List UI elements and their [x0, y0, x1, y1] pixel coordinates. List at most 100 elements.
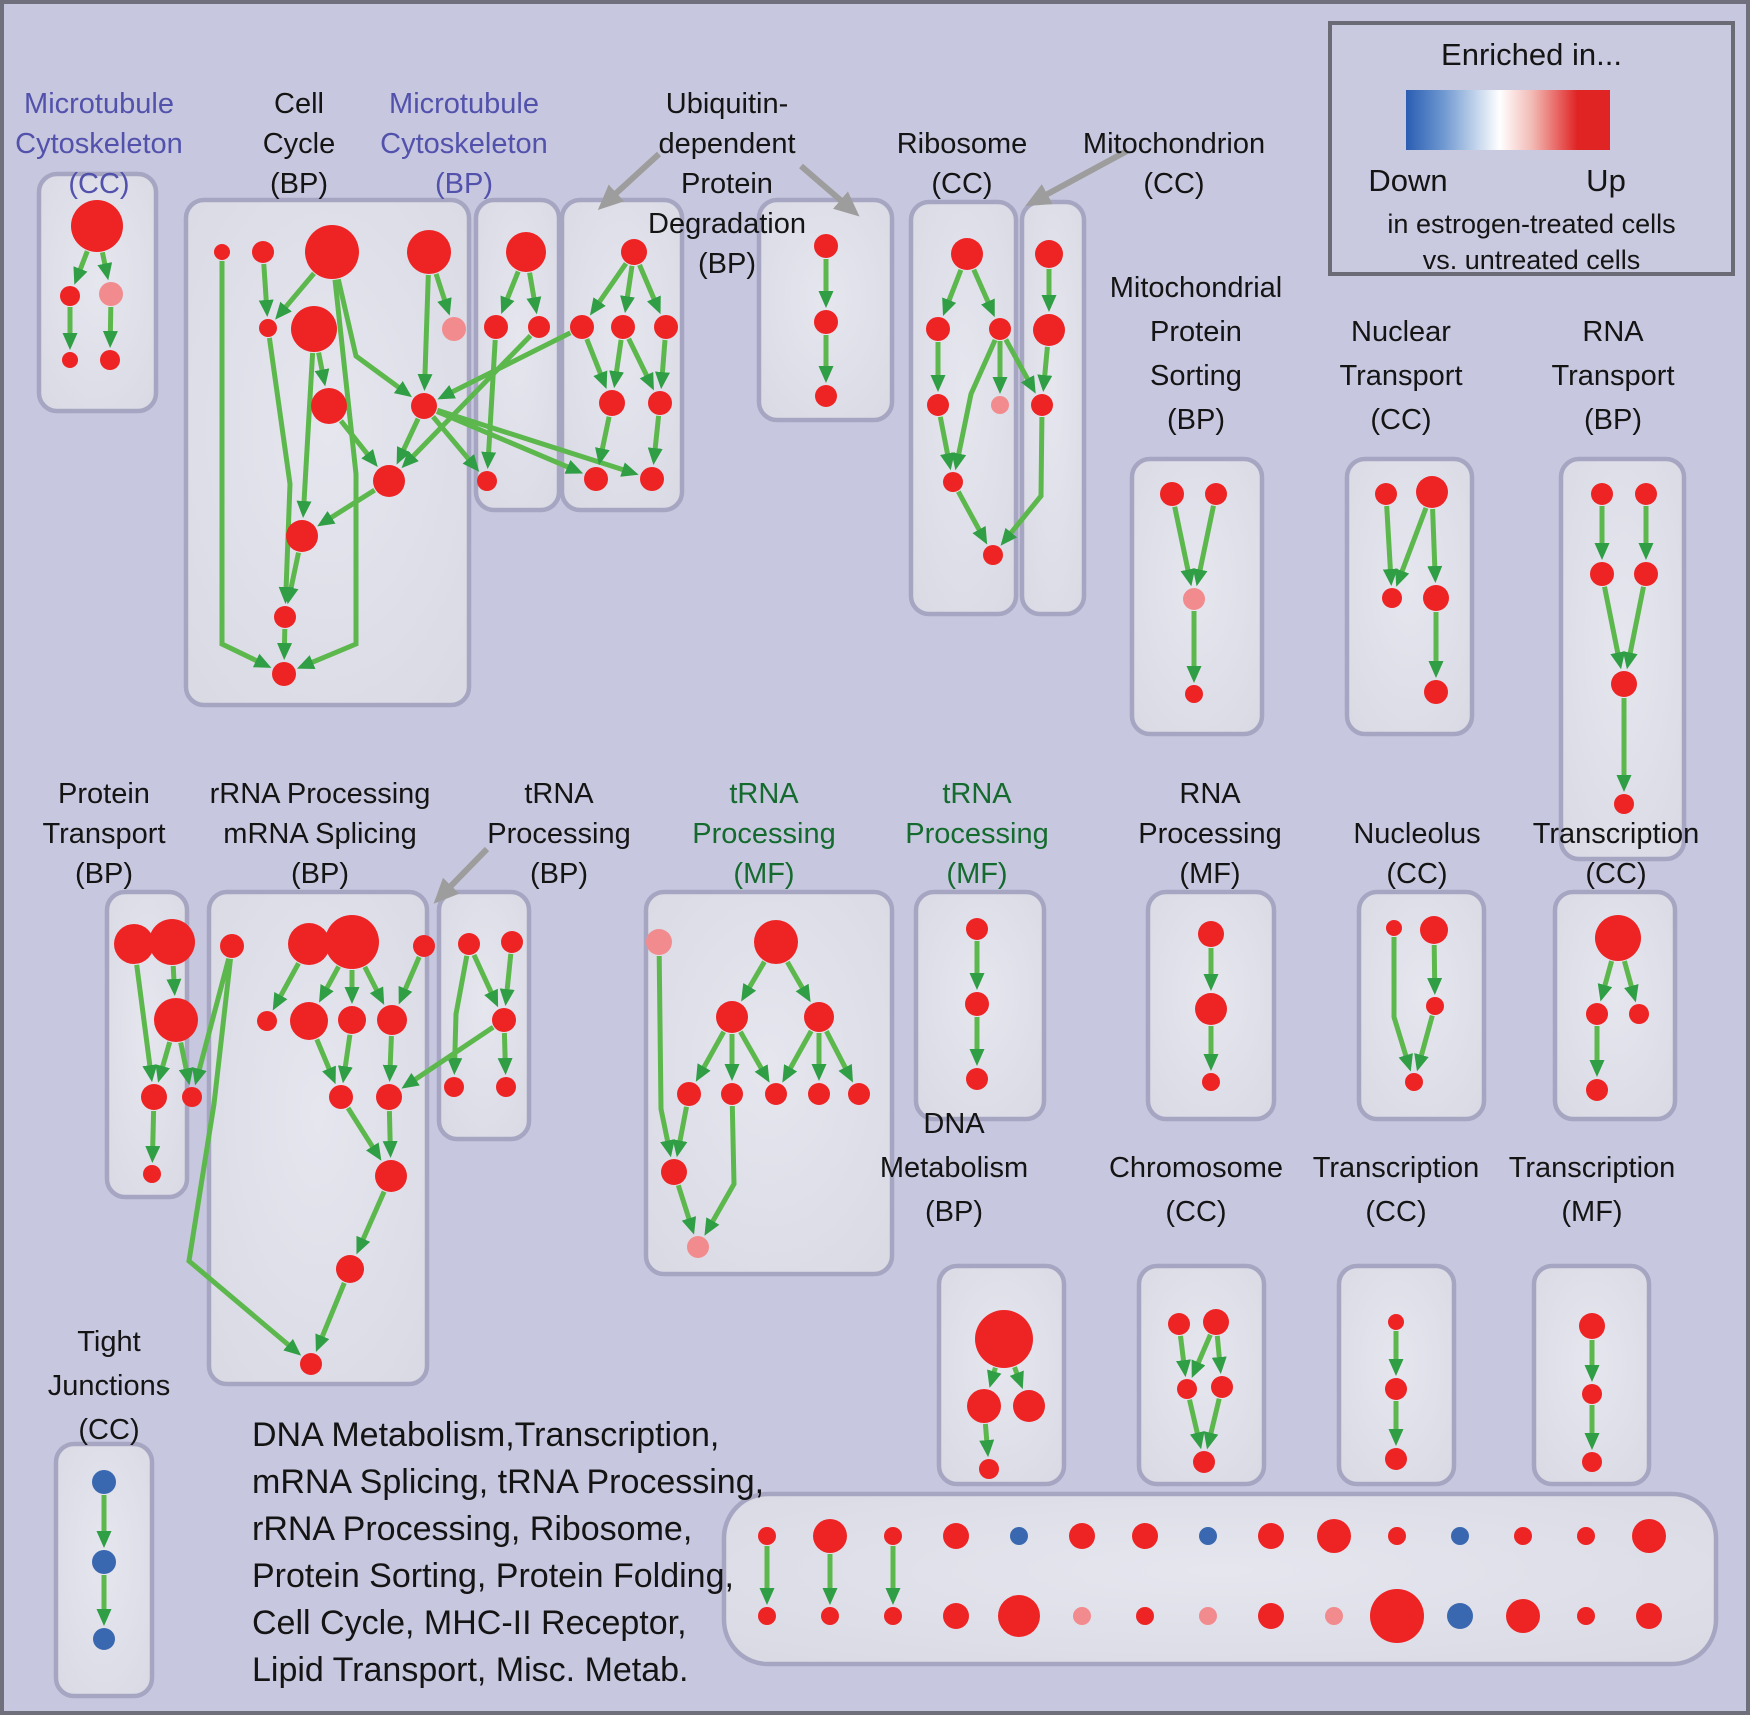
go-term-node-pink [687, 1236, 709, 1258]
cluster-label-line: Nucleolus [1353, 818, 1481, 850]
go-edge-arrow [1602, 586, 1626, 670]
go-term-node-pink [1325, 1607, 1343, 1625]
go-term-node-red [71, 200, 123, 252]
go-edge-arrow [1211, 1335, 1227, 1375]
go-term-node-red [648, 391, 672, 415]
go-term-node-red [1317, 1519, 1351, 1553]
cluster-box-microtubule-cytoskeleton-cc [36, 171, 159, 414]
go-edge-arrow [620, 265, 635, 314]
go-term-node-red [259, 319, 277, 337]
go-edge-arrow [335, 278, 412, 398]
cluster-label-line: Transport [1551, 360, 1675, 392]
go-edge-arrow [145, 1110, 161, 1163]
go-term-node-red [1586, 1079, 1608, 1101]
cluster-label-line: Transport [1339, 360, 1463, 392]
go-term-node-red [311, 388, 347, 424]
cluster-label-line: (MF) [946, 858, 1008, 890]
go-term-node-red [257, 1011, 277, 1031]
go-term-node-red [1385, 1378, 1407, 1400]
go-edge-arrow [417, 274, 433, 391]
go-edge-arrow [942, 268, 964, 316]
go-edge-arrow [824, 1030, 853, 1083]
go-term-node-red [1385, 1448, 1407, 1470]
go-term-node-red [291, 306, 337, 352]
go-edge-arrow [526, 272, 542, 315]
go-term-node-red [143, 1165, 161, 1183]
go-term-node-red [373, 465, 405, 497]
go-term-node-red [1506, 1599, 1540, 1633]
go-edge-arrow [971, 268, 995, 318]
cluster-label-0: Microtubule Cytoskeleton (CC) [15, 84, 183, 204]
go-term-node-red [1013, 1390, 1045, 1422]
go-edge-arrow [1000, 416, 1045, 546]
go-term-node-blue [92, 1470, 116, 1494]
cluster-label-line: Transcription [1312, 1152, 1480, 1184]
go-term-node-red [1205, 483, 1227, 505]
go-edge-arrow [431, 415, 480, 472]
cluster-label-7: Nuclear Transport (CC) [1339, 310, 1462, 442]
cluster-box-transcription-cc-mid [1552, 889, 1678, 1122]
cluster-label-line: (BP) [291, 858, 349, 890]
go-term-node-red [1370, 1589, 1424, 1643]
go-edge-arrow [296, 279, 359, 670]
go-term-node-red [477, 471, 497, 491]
go-term-node-red [611, 315, 635, 339]
go-term-node-red [943, 1523, 969, 1549]
go-edge-arrow [497, 1032, 513, 1075]
go-term-node-red [114, 924, 154, 964]
info-line: DNA Metabolism,Transcription, [252, 1416, 720, 1454]
go-term-node-red [1382, 588, 1402, 608]
cluster-label-line: Transcription [1532, 818, 1700, 850]
go-edge-arrow [338, 419, 378, 467]
go-edge-arrow [166, 965, 182, 996]
cluster-label-line: (CC) [1165, 1196, 1227, 1228]
go-edge-arrow [398, 956, 422, 1005]
go-edge-arrow [1395, 507, 1429, 587]
go-term-node-red [214, 244, 230, 260]
go-term-node-red [1198, 921, 1224, 947]
go-edge-arrow [266, 337, 294, 604]
cluster-label-15: Nucleolus (CC) [1353, 814, 1480, 894]
go-edge-arrow [356, 1190, 387, 1255]
cluster-label-line: Cell [274, 88, 324, 120]
legend-title: Enriched in... [1441, 37, 1622, 72]
go-term-node-red [965, 992, 989, 1016]
cluster-label-line: tRNA [942, 778, 1012, 810]
go-term-node-red [1375, 483, 1397, 505]
go-edge-arrow [951, 338, 998, 471]
go-term-node-red [1636, 1603, 1662, 1629]
go-term-node-red [758, 1607, 776, 1625]
go-term-node-red [1614, 794, 1634, 814]
go-edge-arrow [155, 1041, 173, 1083]
cluster-box-ubiquitin-degradation-bp-2 [756, 197, 895, 423]
cluster-label-line: (CC) [1585, 858, 1647, 890]
go-term-node-red [966, 1068, 988, 1090]
go-term-node-red [998, 1595, 1040, 1637]
go-term-node-red [286, 520, 318, 552]
cluster-label-line: Protein [58, 778, 150, 810]
go-term-node-red [62, 352, 78, 368]
go-term-node-red [1035, 240, 1063, 268]
go-edge-arrow [782, 1029, 814, 1083]
cluster-box-dna-metabolism-bp [936, 1263, 1067, 1487]
cluster-label-line: (CC) [1370, 404, 1432, 436]
go-term-node-red [1423, 585, 1449, 611]
go-edge-arrow [1176, 1335, 1191, 1378]
label-pointer-arrow-icon [597, 151, 662, 210]
go-term-node-pink [646, 929, 672, 955]
go-term-node-red [1582, 1384, 1602, 1404]
go-term-node-red [141, 1084, 167, 1110]
cluster-label-3: Ubiquitin-dependent Protein Degradation (BP… [648, 84, 806, 284]
cluster-label-line: RNA [1582, 316, 1644, 348]
go-edge-arrow [1037, 346, 1053, 393]
cluster-label-line: dependent [658, 128, 796, 160]
go-edge-arrow [1172, 506, 1196, 587]
go-term-node-red [1031, 394, 1053, 416]
go-term-node-red [376, 1084, 402, 1110]
go-edge-arrow [609, 339, 624, 389]
cluster-label-line: Processing [692, 818, 836, 850]
go-term-node-red [1258, 1523, 1284, 1549]
go-term-node-red [1514, 1527, 1532, 1545]
cluster-label-line: Cytoskeleton [15, 128, 183, 160]
info-line: rRNA Processing, Ribosome, [252, 1510, 693, 1548]
